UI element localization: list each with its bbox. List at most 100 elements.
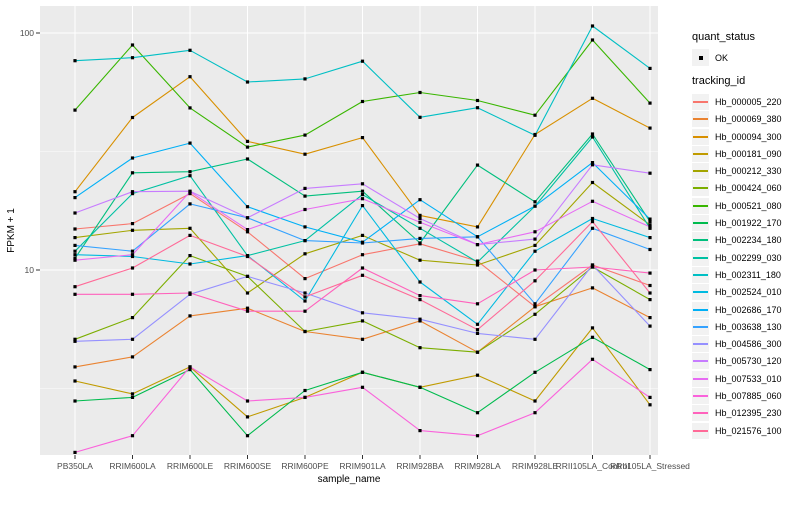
x-tick-label: RRIM600LE bbox=[167, 461, 214, 471]
data-point-Hb_004586_300 bbox=[418, 317, 422, 321]
data-point-Hb_002311_180 bbox=[303, 77, 307, 81]
data-point-Hb_000069_380 bbox=[418, 319, 422, 323]
data-point-Hb_000521_080 bbox=[360, 99, 365, 104]
data-point-Hb_021576_100 bbox=[303, 295, 307, 299]
data-point-Hb_001922_170 bbox=[130, 395, 135, 399]
data-point-Hb_000521_080 bbox=[418, 90, 422, 95]
data-point-Hb_005730_120 bbox=[73, 211, 77, 215]
data-point-Hb_004586_300 bbox=[648, 324, 652, 328]
data-point-Hb_007885_060 bbox=[475, 434, 480, 438]
data-point-Hb_002686_170 bbox=[648, 217, 652, 221]
data-point-Hb_007533_010 bbox=[360, 197, 365, 201]
data-point-Hb_000069_380 bbox=[73, 365, 77, 369]
data-point-Hb_000094_300 bbox=[590, 96, 595, 100]
legend-item-label: Hb_000069_380 bbox=[715, 114, 782, 125]
data-point-Hb_007885_060 bbox=[130, 434, 135, 438]
data-point-Hb_005730_120 bbox=[245, 216, 250, 220]
data-point-Hb_005730_120 bbox=[418, 216, 422, 221]
legend-title-tracking-id: tracking_id bbox=[692, 75, 746, 88]
legend-item-label: Hb_000181_090 bbox=[715, 148, 782, 159]
data-point-Hb_004586_300 bbox=[360, 311, 365, 315]
y-tick-label: 100 bbox=[20, 28, 34, 38]
legend-key-line-icon bbox=[693, 343, 708, 346]
data-point-Hb_000212_330 bbox=[475, 263, 480, 267]
data-point-Hb_007533_010 bbox=[130, 253, 135, 257]
legend-item-Hb_002311_180: Hb_002311_180 bbox=[692, 266, 798, 283]
legend-key-line-icon bbox=[693, 273, 708, 276]
data-point-Hb_000069_380 bbox=[590, 286, 595, 290]
data-point-Hb_003638_130 bbox=[648, 247, 652, 252]
x-tick-label: RRIM901LA bbox=[339, 461, 386, 471]
data-point-Hb_021576_100 bbox=[73, 285, 77, 289]
data-point-Hb_000069_380 bbox=[130, 355, 135, 359]
data-point-Hb_000094_300 bbox=[418, 213, 422, 217]
data-point-Hb_007533_010 bbox=[245, 228, 250, 232]
data-point-Hb_002311_180 bbox=[73, 59, 77, 63]
legend-item-label: Hb_021576_100 bbox=[715, 425, 782, 436]
data-point-Hb_002299_030 bbox=[360, 193, 365, 197]
legend-key-box bbox=[692, 232, 709, 249]
data-point-Hb_021576_100 bbox=[475, 328, 480, 332]
data-point-Hb_000424_060 bbox=[360, 319, 365, 323]
data-point-Hb_007885_060 bbox=[188, 365, 192, 369]
data-point-Hb_000005_220 bbox=[303, 277, 307, 281]
legend-item-Hb_002234_180: Hb_002234_180 bbox=[692, 232, 798, 249]
data-point-Hb_002299_030 bbox=[590, 135, 595, 139]
data-point-Hb_001922_170 bbox=[303, 388, 307, 393]
legend-key-box bbox=[692, 49, 709, 67]
x-tick-label: RRII105LA_Stressed bbox=[610, 461, 690, 471]
data-point-Hb_021576_100 bbox=[130, 266, 135, 270]
data-point-Hb_000424_060 bbox=[533, 312, 537, 316]
legend-key-box bbox=[692, 266, 709, 283]
data-point-Hb_000094_300 bbox=[648, 126, 652, 130]
data-point-Hb_021576_100 bbox=[188, 233, 192, 237]
legend-key-line-icon bbox=[693, 412, 708, 415]
data-point-Hb_021576_100 bbox=[590, 220, 595, 224]
data-point-Hb_003638_130 bbox=[475, 235, 480, 239]
data-point-Hb_012395_230 bbox=[360, 266, 365, 270]
data-point-Hb_000181_090 bbox=[590, 326, 595, 330]
data-point-Hb_002524_010 bbox=[648, 236, 652, 240]
data-point-Hb_012395_230 bbox=[590, 265, 595, 269]
data-point-Hb_000424_060 bbox=[418, 346, 422, 350]
data-point-Hb_007533_010 bbox=[648, 225, 652, 229]
data-point-Hb_002299_030 bbox=[418, 226, 422, 230]
data-point-Hb_000005_220 bbox=[73, 227, 77, 231]
legend-item-Hb_000181_090: Hb_000181_090 bbox=[692, 145, 798, 162]
data-point-Hb_002686_170 bbox=[418, 198, 422, 202]
data-point-Hb_021576_100 bbox=[533, 279, 537, 283]
legend-quant-status: quant_status OK bbox=[692, 31, 798, 67]
legend-key-box bbox=[692, 145, 709, 162]
data-point-Hb_001922_170 bbox=[188, 368, 192, 372]
data-point-Hb_000181_090 bbox=[475, 373, 480, 377]
data-point-Hb_002524_010 bbox=[418, 280, 422, 284]
x-tick-label: RRIM928BA bbox=[396, 461, 444, 471]
data-point-Hb_002311_180 bbox=[648, 66, 652, 70]
data-point-Hb_007885_060 bbox=[360, 385, 365, 389]
legend-tracking-items: Hb_000005_220 Hb_000069_380 Hb_000094_300 H… bbox=[692, 93, 798, 439]
legend-key-line-icon bbox=[693, 256, 708, 259]
data-point-Hb_002234_180 bbox=[130, 171, 135, 175]
legend-key-line-icon bbox=[693, 222, 708, 225]
legend-key-line-icon bbox=[693, 239, 708, 242]
plot-area: PB350LA RRIM600LA RRIM600LE RRIM600SE RRIM60… bbox=[6, 6, 690, 485]
x-tick-label: RRIM600SE bbox=[224, 461, 272, 471]
legend-item-label: Hb_000424_060 bbox=[715, 183, 782, 194]
legend-key-line-icon bbox=[693, 291, 708, 294]
legend-key-box bbox=[692, 301, 709, 318]
legend-item-Hb_000212_330: Hb_000212_330 bbox=[692, 162, 798, 180]
legend-key-box bbox=[692, 370, 709, 387]
legend-key-line-icon bbox=[693, 377, 708, 380]
legend-key-box bbox=[692, 111, 709, 128]
legend-item-Hb_007533_010: Hb_007533_010 bbox=[692, 370, 798, 387]
data-point-Hb_000212_330 bbox=[73, 236, 77, 240]
data-point-Hb_012395_230 bbox=[188, 291, 192, 295]
data-point-Hb_001922_170 bbox=[360, 370, 365, 374]
data-point-Hb_000094_300 bbox=[360, 136, 365, 140]
data-point-Hb_002524_010 bbox=[188, 262, 192, 266]
data-point-Hb_002686_170 bbox=[188, 141, 192, 145]
legend-item-label: Hb_007533_010 bbox=[715, 373, 782, 384]
data-point-Hb_000424_060 bbox=[303, 329, 307, 334]
legend-item-Hb_002686_170: Hb_002686_170 bbox=[692, 301, 798, 318]
data-point-Hb_000069_380 bbox=[648, 316, 652, 320]
